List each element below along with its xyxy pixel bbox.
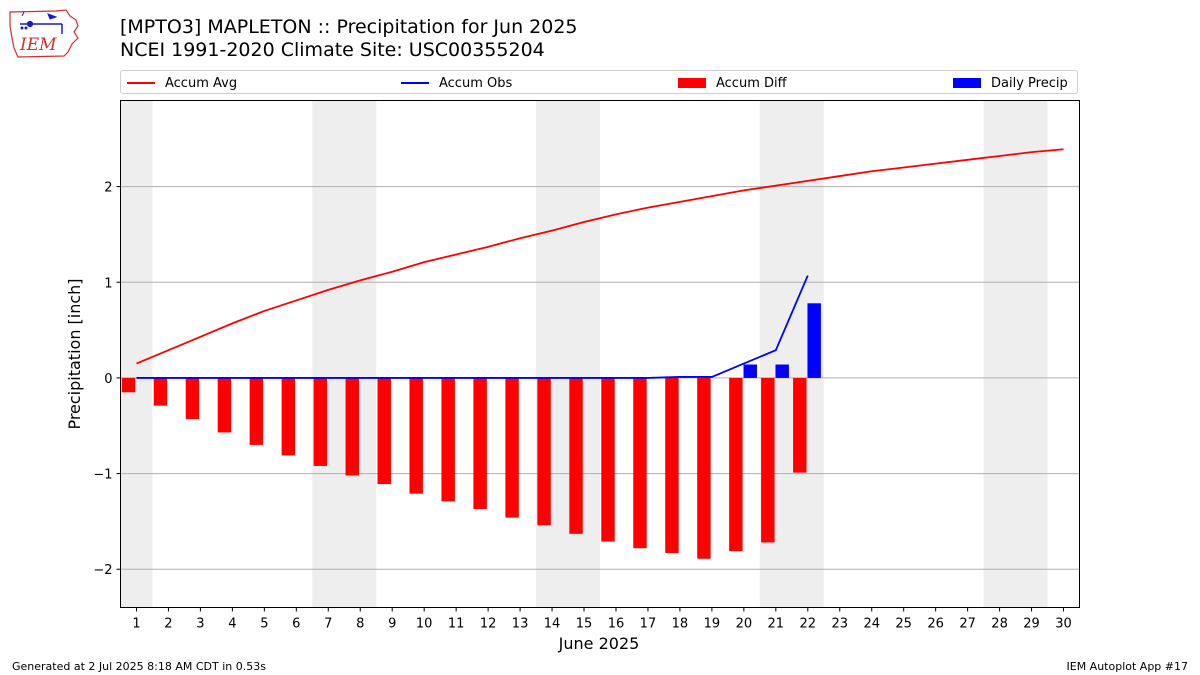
bars: [121, 303, 821, 559]
accum-diff-bar: [729, 377, 743, 552]
accum-diff-bar: [473, 377, 487, 509]
footer-app: IEM Autoplot App #17: [1066, 660, 1189, 673]
x-tick-label: 3: [196, 617, 204, 632]
accum-diff-bar: [697, 377, 711, 559]
accum-diff-bar: [441, 377, 455, 502]
accum-diff-bar: [409, 377, 423, 494]
accum-diff-bar: [377, 377, 391, 485]
weekend-band: [312, 100, 377, 608]
weekend-band: [120, 100, 153, 608]
y-tick-label: 1: [104, 276, 112, 291]
x-tick-label: 26: [927, 617, 944, 632]
chart-title: [MPTO3] MAPLETON :: Precipitation for Ju…: [120, 16, 578, 38]
legend-item-accum-avg: Accum Avg: [127, 74, 237, 92]
x-tick-label: 9: [388, 617, 396, 632]
weather-instruments-icon: [20, 11, 63, 34]
y-tick-label: −2: [93, 563, 112, 578]
daily-precip-bar: [807, 303, 821, 378]
x-tick-label: 29: [1023, 617, 1040, 632]
accum-diff-bar: [345, 377, 359, 476]
y-axis-label: Precipitation [inch]: [65, 278, 84, 429]
weekend-band: [983, 100, 1048, 608]
accum-diff-bar: [153, 377, 168, 406]
legend-item-accum-obs: Accum Obs: [401, 74, 512, 92]
accum-avg-line: [136, 148, 1064, 365]
x-tick-label: 21: [768, 617, 785, 632]
chart-subtitle: NCEI 1991-2020 Climate Site: USC00355204: [120, 39, 545, 61]
accum-diff-bar: [217, 377, 232, 433]
x-tick-label: 24: [863, 617, 880, 632]
iowa-state-outline-icon: [9, 9, 79, 58]
x-tick-label: 4: [228, 617, 236, 632]
legend: Accum Avg Accum Obs Accum Diff Daily Pre…: [120, 70, 1078, 94]
x-tick-label: 20: [736, 617, 753, 632]
logo-text: IEM: [19, 35, 57, 55]
legend-label: Accum Avg: [165, 75, 238, 91]
x-tick-label: 17: [640, 617, 657, 632]
x-tick-label: 11: [448, 617, 465, 632]
x-tick-label: 5: [260, 617, 268, 632]
x-tick-label: 13: [512, 617, 529, 632]
accum-diff-bar: [185, 377, 200, 420]
daily-precip-bar: [775, 364, 789, 378]
x-tick-label: 28: [991, 617, 1008, 632]
legend-label: Accum Diff: [716, 75, 787, 91]
legend-swatch: [401, 82, 429, 84]
x-tick-label: 1: [132, 617, 140, 632]
x-tick-label: 22: [800, 617, 817, 632]
legend-label: Accum Obs: [439, 75, 513, 91]
x-tick-label: 15: [576, 617, 593, 632]
footer-generated: Generated at 2 Jul 2025 8:18 AM CDT in 0…: [12, 660, 266, 673]
x-tick-label: 10: [416, 617, 433, 632]
accum-diff-bar: [633, 377, 647, 549]
x-tick-label: 16: [608, 617, 625, 632]
accum-diff-bar: [569, 377, 583, 534]
x-tick-label: 8: [356, 617, 364, 632]
weekend-shading: [120, 100, 1048, 608]
accum-diff-bar: [505, 377, 519, 518]
iem-logo: IEM: [9, 9, 79, 58]
accum-diff-bar: [537, 377, 551, 526]
legend-item-accum-diff: Accum Diff: [678, 74, 787, 92]
x-axis-label: June 2025: [558, 634, 640, 653]
accum-diff-bar: [665, 377, 679, 553]
legend-swatch: [127, 82, 155, 84]
accum-diff-bar: [249, 377, 264, 445]
x-tick-label: 12: [480, 617, 497, 632]
accum-diff-bar: [793, 377, 807, 473]
legend-label: Daily Precip: [991, 75, 1068, 91]
legend-item-daily-precip: Daily Precip: [953, 74, 1068, 92]
x-tick-label: 18: [672, 617, 689, 632]
x-tick-label: 7: [324, 617, 332, 632]
accum-obs-line: [136, 275, 809, 379]
x-tick-label: 6: [292, 617, 300, 632]
legend-swatch: [678, 78, 706, 88]
x-tick-label: 14: [544, 617, 561, 632]
x-tick-label: 23: [831, 617, 848, 632]
x-tick-label: 30: [1055, 617, 1072, 632]
daily-precip-bar: [743, 364, 757, 378]
weekend-band: [536, 100, 600, 608]
x-tick-label: 2: [164, 617, 172, 632]
y-axis: −2 −1 0 1 2: [93, 181, 121, 578]
x-axis: 1 2 3 4 5 6 7 8 9 10 11 12 13 14 15 16 17 18 19 20 21 22 23 24 2…: [132, 607, 1072, 632]
accum-diff-bar: [313, 377, 328, 466]
y-tick-label: −1: [93, 468, 112, 483]
y-tick-label: 0: [104, 372, 112, 387]
series-lines: [136, 148, 1064, 379]
plot-frame: [120, 100, 1080, 608]
legend-swatch: [953, 78, 981, 88]
y-tick-label: 2: [104, 181, 112, 196]
accum-diff-bar: [121, 377, 136, 393]
accum-diff-bar: [281, 377, 296, 456]
x-tick-label: 27: [959, 617, 976, 632]
accum-diff-bar: [761, 377, 775, 543]
x-tick-label: 25: [895, 617, 912, 632]
x-tick-label: 19: [704, 617, 721, 632]
accum-diff-bar: [601, 377, 615, 542]
